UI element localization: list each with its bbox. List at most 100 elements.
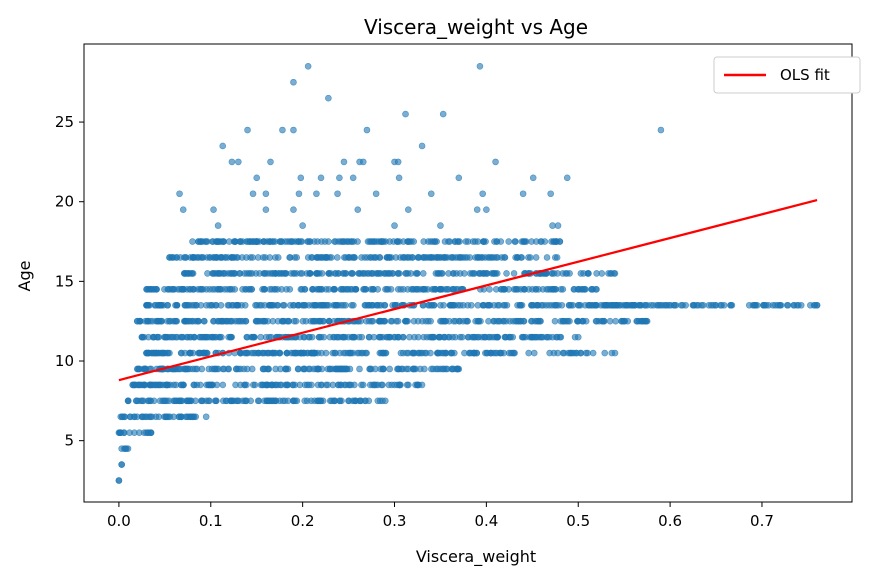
- data-point: [559, 286, 567, 293]
- data-point: [445, 270, 452, 277]
- data-point: [205, 365, 213, 373]
- data-point: [225, 238, 233, 245]
- x-tick-label: 0.5: [566, 512, 590, 530]
- data-point: [637, 301, 645, 309]
- data-point: [346, 365, 354, 373]
- data-point: [419, 270, 427, 277]
- data-point: [320, 333, 328, 341]
- data-point: [334, 254, 341, 261]
- data-point: [437, 222, 444, 229]
- data-point: [340, 333, 348, 341]
- data-point: [547, 190, 554, 198]
- data-point: [366, 381, 374, 389]
- data-point: [241, 397, 249, 405]
- data-point: [464, 238, 472, 245]
- data-point: [543, 333, 551, 341]
- data-point: [394, 286, 402, 293]
- data-point: [172, 381, 180, 389]
- data-point: [161, 286, 168, 293]
- data-point: [593, 317, 600, 325]
- data-point: [797, 301, 805, 309]
- data-point: [232, 317, 239, 325]
- data-point: [203, 397, 210, 405]
- data-point: [243, 270, 251, 277]
- data-point: [201, 333, 209, 341]
- data-point: [345, 397, 352, 405]
- data-point: [234, 365, 242, 373]
- data-point: [198, 365, 206, 373]
- data-point: [267, 301, 275, 309]
- data-point: [466, 349, 473, 357]
- data-point: [461, 270, 468, 277]
- data-point: [261, 317, 269, 325]
- data-point: [483, 270, 491, 277]
- data-point: [318, 349, 325, 357]
- data-point: [420, 238, 428, 245]
- data-point: [387, 286, 395, 293]
- data-point: [336, 174, 343, 182]
- data-point: [351, 397, 358, 405]
- data-point: [290, 270, 297, 277]
- data-point: [376, 349, 384, 357]
- data-point: [255, 397, 263, 405]
- data-point: [326, 365, 334, 373]
- data-point: [520, 238, 528, 245]
- data-point: [372, 190, 380, 198]
- data-point: [186, 286, 194, 293]
- data-point: [269, 349, 277, 357]
- data-point: [337, 381, 345, 389]
- data-point: [611, 349, 619, 357]
- data-point: [813, 301, 821, 309]
- data-point: [117, 413, 125, 421]
- x-tick-label: 0.6: [658, 512, 682, 530]
- data-point: [728, 301, 736, 309]
- data-point: [257, 333, 265, 341]
- y-tick-label: 20: [55, 193, 74, 211]
- data-point: [253, 301, 261, 309]
- data-point: [386, 254, 393, 261]
- data-point: [290, 301, 297, 309]
- data-point: [480, 238, 488, 245]
- data-point: [157, 301, 164, 309]
- data-point: [246, 286, 253, 293]
- y-ticks: 5 10 15 20 25: [55, 113, 84, 450]
- x-tick-label: 0.7: [750, 512, 774, 530]
- data-point: [376, 317, 383, 325]
- data-point: [330, 333, 338, 341]
- data-point: [290, 78, 297, 86]
- data-point: [633, 317, 640, 325]
- data-point: [528, 301, 536, 309]
- data-point: [529, 174, 537, 182]
- data-point: [546, 349, 553, 357]
- data-point: [267, 158, 274, 166]
- data-point: [226, 286, 234, 293]
- data-point: [331, 286, 339, 293]
- data-point: [437, 301, 444, 309]
- data-point: [620, 317, 628, 325]
- data-point: [323, 254, 331, 261]
- data-point: [427, 190, 435, 198]
- legend-label-ols-fit: OLS fit: [780, 66, 830, 84]
- data-point: [601, 349, 609, 357]
- data-point: [133, 365, 141, 373]
- data-point: [343, 286, 351, 293]
- data-point: [420, 333, 427, 341]
- data-point: [348, 333, 356, 341]
- data-point: [452, 317, 459, 325]
- data-point: [550, 238, 557, 245]
- data-point: [242, 317, 250, 325]
- data-point: [279, 126, 286, 134]
- data-point: [326, 397, 334, 405]
- data-point: [374, 286, 382, 293]
- data-point: [305, 301, 313, 309]
- data-point: [505, 238, 513, 245]
- data-point: [359, 158, 367, 166]
- data-point: [375, 270, 383, 277]
- data-point: [220, 365, 228, 373]
- data-point: [143, 286, 150, 293]
- data-point: [115, 429, 123, 437]
- data-point: [667, 301, 674, 309]
- data-point: [394, 158, 402, 166]
- data-point: [529, 286, 536, 293]
